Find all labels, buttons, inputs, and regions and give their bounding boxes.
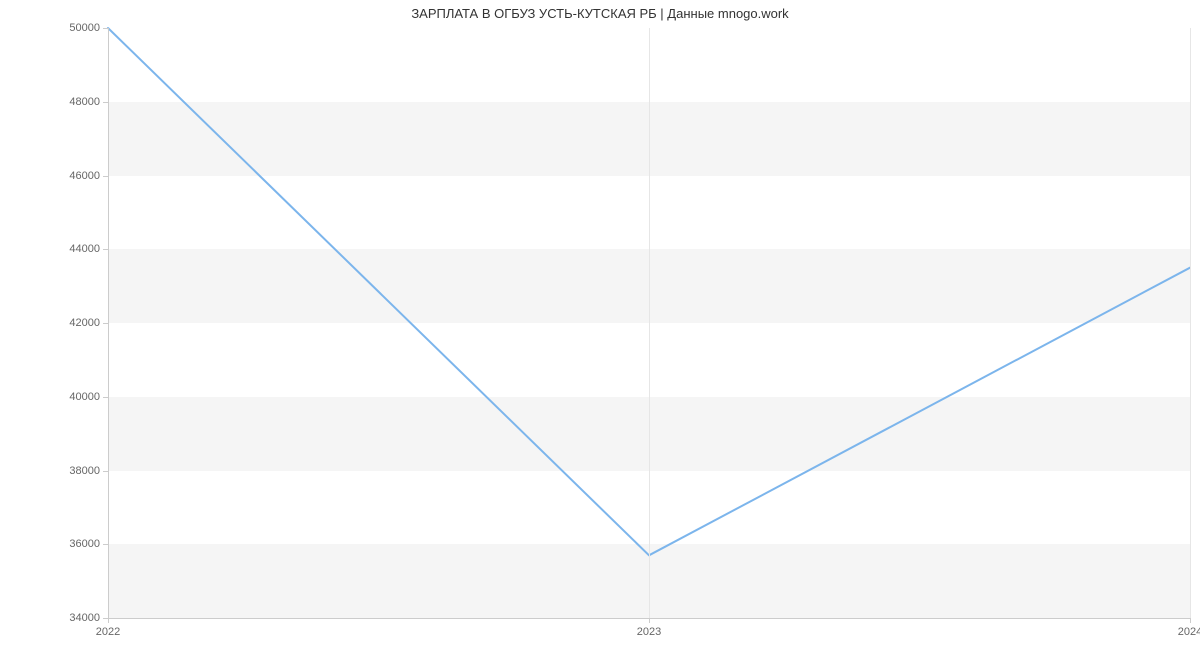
plot-area: 3400036000380004000042000440004600048000… [108,28,1190,618]
y-tick-label: 36000 [69,538,100,550]
y-axis-line [108,28,109,618]
y-tick-label: 40000 [69,391,100,403]
x-gridline [649,28,650,618]
x-tick-label: 2023 [637,626,661,638]
x-axis-line [108,618,1190,619]
x-gridline [1190,28,1191,618]
y-tick-label: 50000 [69,22,100,34]
y-tick-label: 34000 [69,612,100,624]
y-tick-label: 46000 [69,170,100,182]
chart-container: ЗАРПЛАТА В ОГБУЗ УСТЬ-КУТСКАЯ РБ | Данны… [0,0,1200,650]
chart-title: ЗАРПЛАТА В ОГБУЗ УСТЬ-КУТСКАЯ РБ | Данны… [0,6,1200,21]
x-tick-mark [1190,618,1191,623]
x-tick-label: 2022 [96,626,120,638]
y-tick-label: 42000 [69,317,100,329]
y-tick-label: 48000 [69,96,100,108]
y-tick-label: 44000 [69,243,100,255]
y-tick-label: 38000 [69,465,100,477]
x-tick-label: 2024 [1178,626,1200,638]
